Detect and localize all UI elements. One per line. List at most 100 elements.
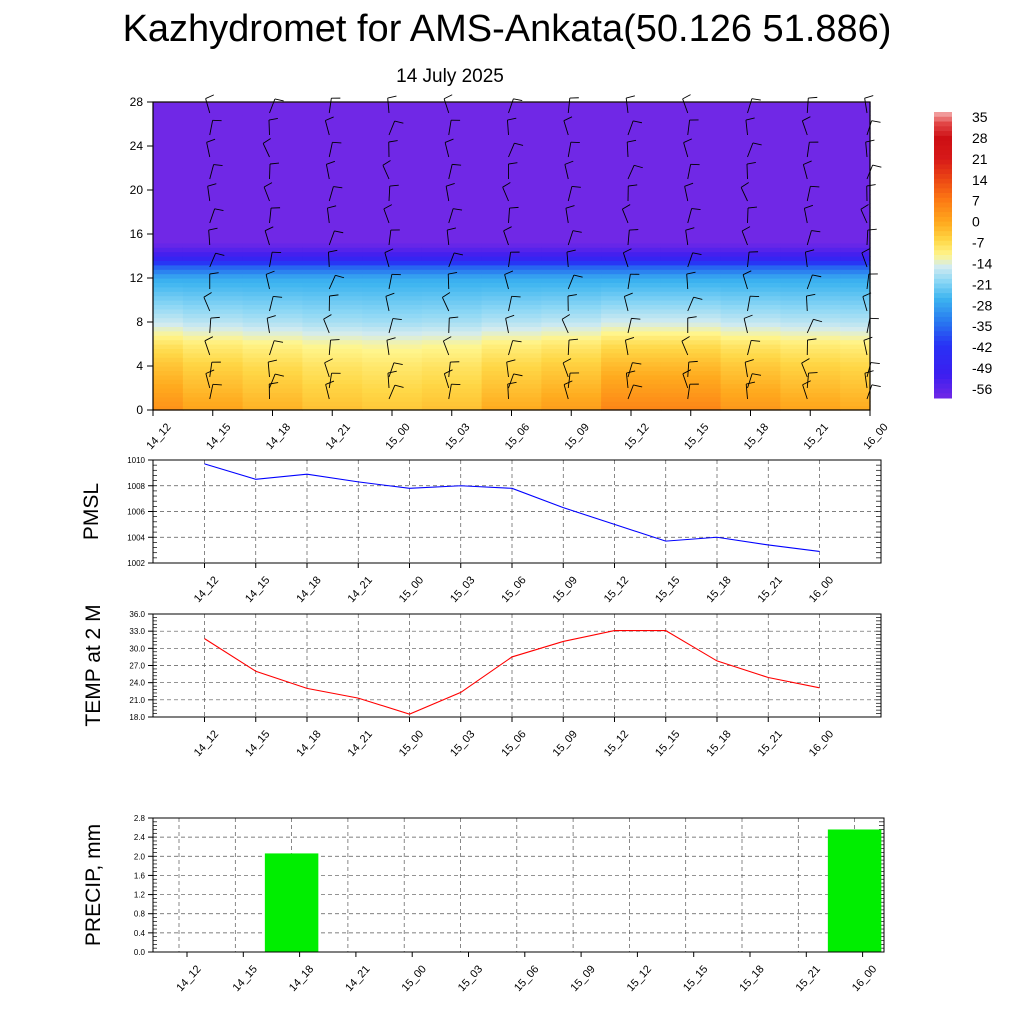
wind-barb-feather	[503, 226, 512, 232]
heat-cell	[780, 168, 841, 173]
heat-cell	[840, 216, 871, 222]
heat-cell	[660, 220, 722, 226]
colorbar-label: -42	[972, 339, 992, 355]
wind-barb-feather	[568, 338, 579, 341]
heat-cell	[153, 190, 184, 195]
wind-barb-feather	[324, 358, 333, 364]
wind-barb	[325, 164, 330, 180]
heat-cell	[840, 278, 871, 283]
heat-cell	[601, 339, 662, 345]
wind-barb	[802, 164, 808, 180]
wind-barb-feather	[207, 183, 217, 187]
heat-cell	[362, 260, 423, 266]
wind-barb	[269, 373, 276, 389]
heat-cell	[182, 128, 244, 134]
heat-cell	[720, 110, 781, 116]
heat-cell	[362, 335, 423, 341]
wind-barb-feather	[203, 292, 212, 298]
heat-cell	[601, 119, 662, 125]
heat-cell	[302, 330, 363, 336]
wind-barb	[323, 318, 330, 334]
wind-barb	[448, 164, 453, 180]
wind-barb	[563, 384, 569, 400]
heat-cell	[302, 366, 363, 371]
heat-cell	[481, 128, 542, 134]
heat-cell	[481, 137, 542, 143]
wind-barb	[627, 120, 634, 136]
heat-cell	[421, 124, 483, 129]
heat-cell	[541, 181, 602, 187]
heat-cell	[182, 278, 244, 283]
heat-cell	[481, 348, 542, 354]
heat-cell	[840, 110, 871, 116]
heat-cell	[840, 308, 871, 314]
wind-barb-feather	[212, 383, 222, 386]
heat-cell	[362, 282, 423, 288]
colorbar-cell	[934, 288, 952, 294]
heat-cell	[153, 335, 184, 341]
wind-barb	[448, 317, 450, 334]
heat-cell	[840, 291, 871, 297]
heat-cell	[660, 238, 722, 244]
heat-cell	[302, 124, 363, 129]
heat-cell	[182, 286, 244, 292]
heat-cell	[840, 220, 871, 226]
heat-cell	[182, 348, 244, 354]
heat-cell	[601, 185, 662, 191]
heat-cell	[541, 132, 602, 138]
heat-cell	[780, 396, 841, 402]
wind-barb	[328, 275, 336, 290]
heat-cell	[660, 110, 722, 116]
heat-cell	[362, 401, 423, 407]
wind-barb	[743, 318, 748, 334]
temp2m-ytick-label: 24.0	[129, 679, 145, 688]
heat-cell	[601, 102, 662, 107]
colorbar-label: 7	[972, 193, 980, 209]
heat-cell	[421, 225, 483, 231]
colorbar-cell	[934, 240, 952, 246]
pmsl-ytick-label: 1004	[127, 533, 145, 542]
colorbar-cell	[934, 145, 952, 151]
heat-cell	[153, 115, 184, 121]
wind-barb	[683, 142, 689, 158]
heat-cell	[362, 286, 423, 292]
heat-cell	[153, 330, 184, 336]
heat-cell	[780, 308, 841, 314]
wind-barb	[207, 186, 211, 202]
wind-barb	[804, 252, 808, 268]
heat-cell	[840, 225, 871, 231]
heat-cell	[660, 190, 722, 195]
heat-cell	[242, 401, 303, 407]
heat-cell	[840, 242, 871, 248]
heat-cell	[840, 128, 871, 134]
heat-cell	[840, 286, 871, 292]
colorbar-cell	[934, 393, 952, 399]
heat-cell	[362, 168, 423, 173]
temp2m-ytick-label: 30.0	[129, 644, 145, 653]
heat-cell	[421, 115, 483, 121]
heat-cell	[421, 172, 483, 178]
heat-cell	[601, 115, 662, 121]
heat-cell	[660, 234, 722, 239]
heat-cell	[362, 190, 423, 195]
heat-cell	[242, 159, 303, 165]
heat-cell	[242, 366, 303, 371]
wind-barb-feather	[806, 293, 816, 297]
heat-cell	[541, 291, 602, 297]
heat-cell	[182, 176, 244, 182]
heat-cell	[182, 383, 244, 389]
heat-cell	[362, 278, 423, 283]
heat-cell	[601, 335, 662, 341]
heat-cell	[601, 128, 662, 134]
heat-cell	[421, 269, 483, 275]
wind-barb	[806, 319, 814, 334]
heat-cell	[541, 176, 602, 182]
heat-cell	[660, 374, 722, 380]
heat-cell	[840, 190, 871, 195]
heat-cell	[302, 339, 363, 345]
heat-cell	[780, 137, 841, 143]
temp2m-ytick-label: 36.0	[129, 610, 145, 619]
heat-cell	[182, 141, 244, 147]
wind-barb	[567, 98, 571, 114]
wind-barb-feather	[387, 370, 397, 374]
